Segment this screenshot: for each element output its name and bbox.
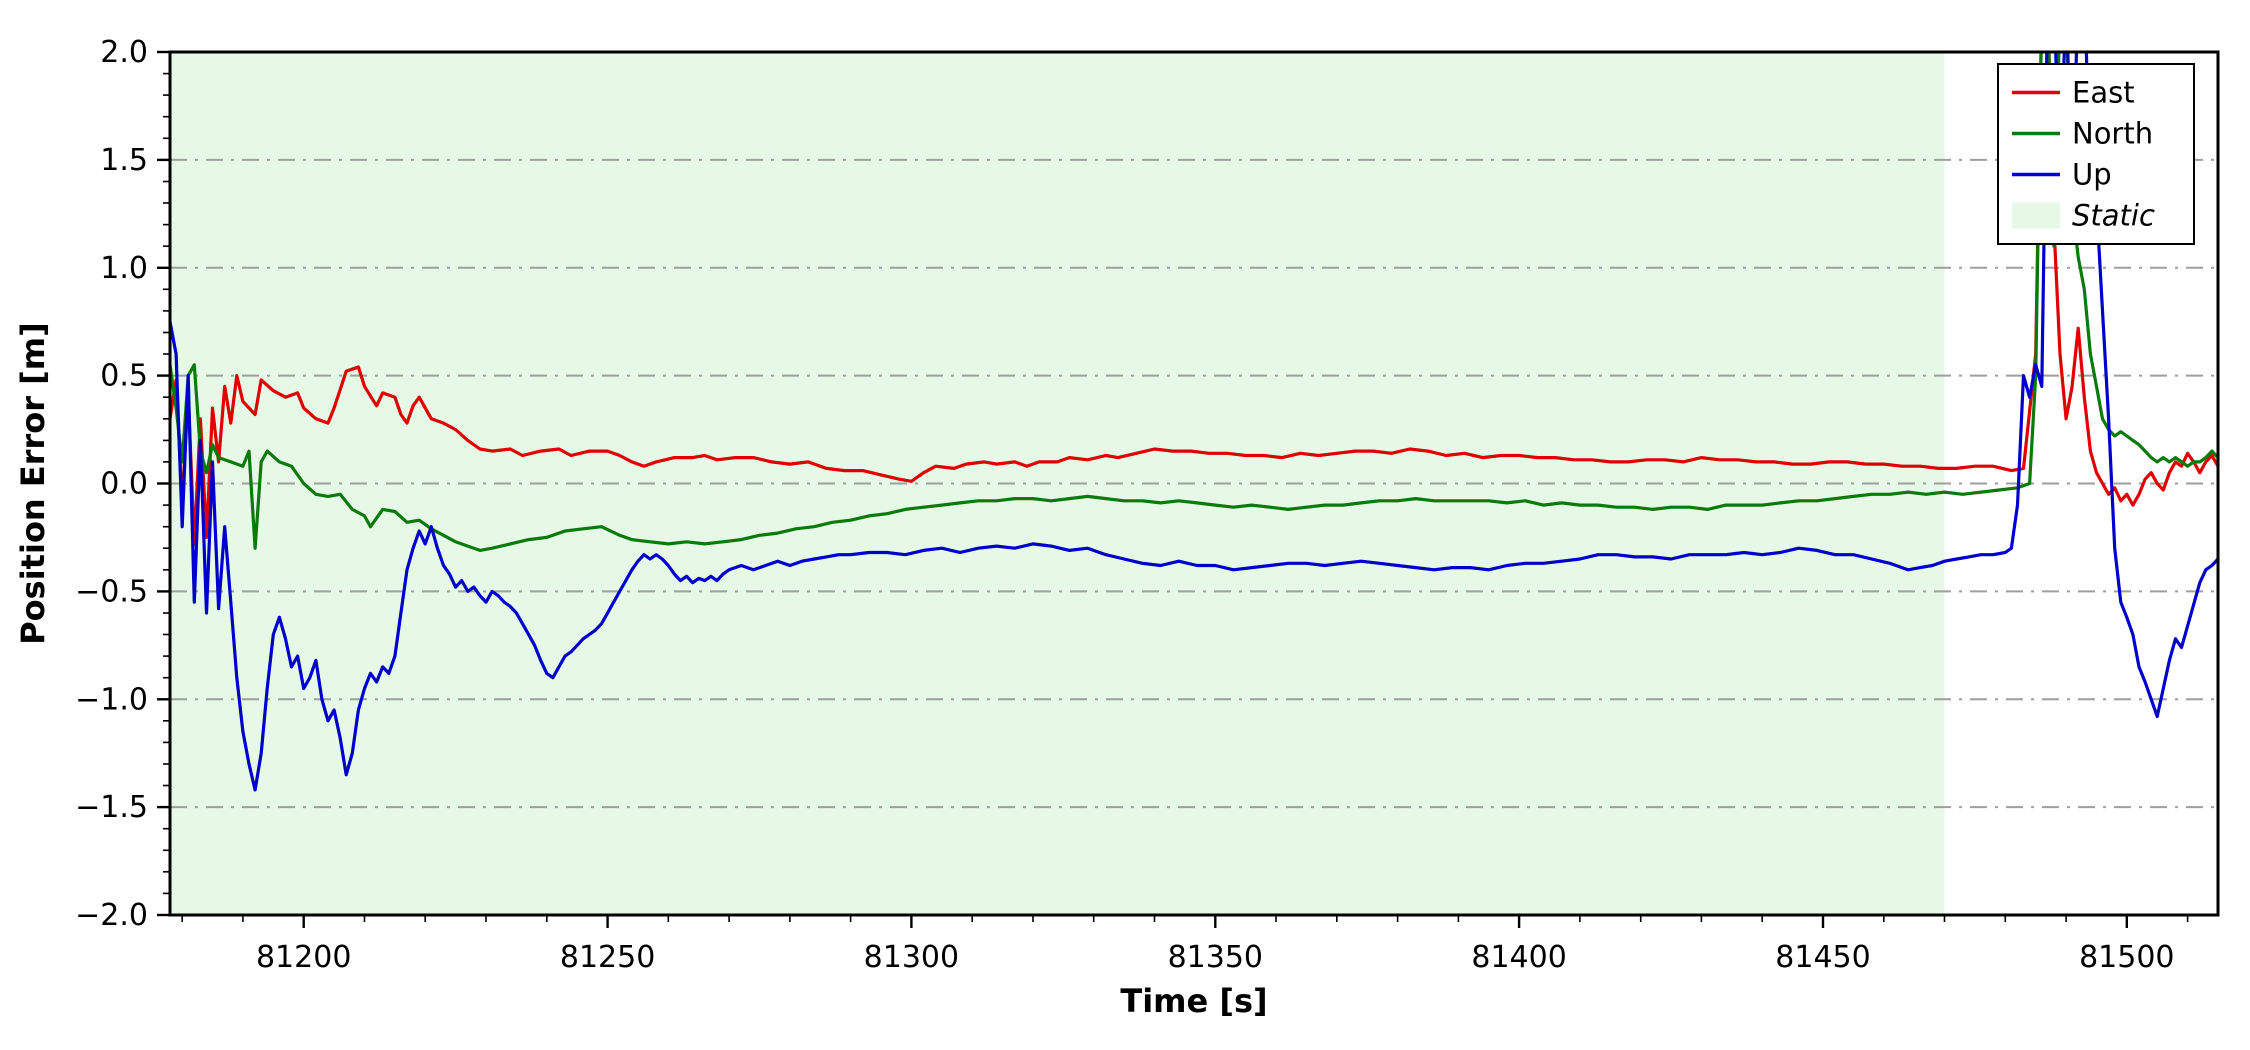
y-tick-label: −1.0 [75,682,148,717]
x-tick-label: 81400 [1471,940,1566,975]
y-tick-label: 1.0 [100,251,148,286]
legend-label-east: East [2072,76,2135,110]
series-east-line [170,52,2218,546]
x-tick-label: 81450 [1775,940,1870,975]
y-tick-label: 1.5 [100,143,148,178]
x-tick-label: 81250 [560,940,655,975]
x-tick-label: 81500 [2079,940,2174,975]
legend-label-up: Up [2072,158,2112,192]
y-tick-label: −2.0 [75,898,148,933]
legend-swatch-static [2012,202,2060,229]
y-tick-label: 0.5 [100,359,148,394]
series-north-line [170,52,2218,552]
x-tick-label: 81200 [256,940,351,975]
y-tick-label: 0.0 [100,467,148,502]
legend-label-static: Static [2072,199,2155,233]
y-tick-label: −0.5 [75,574,148,609]
y-tick-label: 2.0 [100,35,148,70]
legend-label-north: North [2072,117,2153,151]
x-tick-label: 81300 [864,940,959,975]
y-axis-label: Position Error [m] [14,322,52,645]
x-tick-label: 81350 [1168,940,1263,975]
y-tick-label: −1.5 [75,790,148,825]
x-axis-label: Time [s] [1120,982,1267,1020]
series-up-line [170,52,2218,792]
